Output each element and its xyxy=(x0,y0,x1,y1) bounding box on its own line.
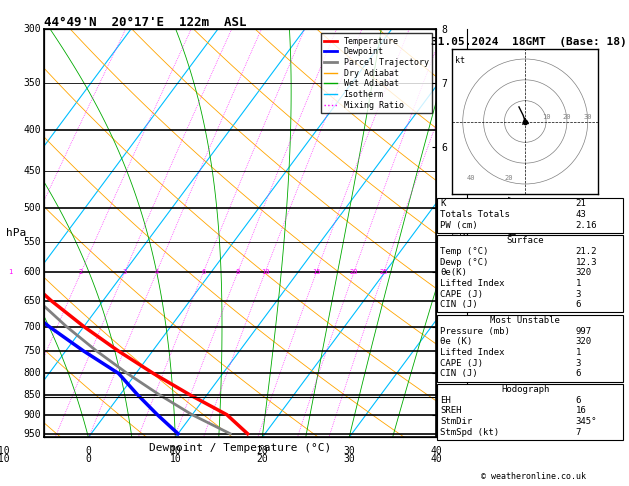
Text: 20: 20 xyxy=(257,446,268,455)
Text: Temp (°C): Temp (°C) xyxy=(440,247,489,256)
Text: 1: 1 xyxy=(8,269,13,276)
Text: 550: 550 xyxy=(24,237,42,247)
Text: 2: 2 xyxy=(79,269,83,276)
Text: kt: kt xyxy=(455,56,465,65)
Text: 450: 450 xyxy=(24,167,42,176)
Text: 8: 8 xyxy=(235,269,240,276)
Text: -10: -10 xyxy=(0,454,10,464)
Text: 320: 320 xyxy=(576,337,592,347)
Text: 3: 3 xyxy=(576,359,581,368)
Text: CAPE (J): CAPE (J) xyxy=(440,359,483,368)
Text: 850: 850 xyxy=(24,390,42,399)
Text: CIN (J): CIN (J) xyxy=(440,369,478,379)
Text: 1: 1 xyxy=(576,348,581,357)
Text: CIN (J): CIN (J) xyxy=(440,300,478,310)
Text: Totals Totals: Totals Totals xyxy=(440,210,510,219)
Text: 20: 20 xyxy=(504,175,513,181)
Text: 10: 10 xyxy=(261,269,269,276)
Text: 30: 30 xyxy=(584,114,592,121)
Text: 300: 300 xyxy=(24,24,42,34)
Text: 25: 25 xyxy=(379,269,388,276)
X-axis label: Dewpoint / Temperature (°C): Dewpoint / Temperature (°C) xyxy=(149,443,331,453)
Text: 320: 320 xyxy=(576,268,592,278)
Text: 15: 15 xyxy=(312,269,321,276)
Text: 10: 10 xyxy=(542,114,550,121)
Legend: Temperature, Dewpoint, Parcel Trajectory, Dry Adiabat, Wet Adiabat, Isotherm, Mi: Temperature, Dewpoint, Parcel Trajectory… xyxy=(321,34,432,113)
Text: 6: 6 xyxy=(576,396,581,405)
Text: 10: 10 xyxy=(169,454,181,464)
Text: PW (cm): PW (cm) xyxy=(440,221,478,230)
Text: Pressure (mb): Pressure (mb) xyxy=(440,327,510,336)
Text: 3: 3 xyxy=(123,269,126,276)
Text: SREH: SREH xyxy=(440,406,462,416)
Text: 30: 30 xyxy=(343,446,355,455)
Text: 0: 0 xyxy=(86,446,91,455)
Text: 350: 350 xyxy=(24,78,42,88)
Text: -10: -10 xyxy=(0,446,10,455)
Text: 500: 500 xyxy=(24,204,42,213)
Text: 900: 900 xyxy=(24,410,42,420)
Text: 31.05.2024  18GMT  (Base: 18): 31.05.2024 18GMT (Base: 18) xyxy=(431,37,627,47)
Text: 40: 40 xyxy=(430,454,442,464)
Text: 750: 750 xyxy=(24,346,42,356)
Text: 650: 650 xyxy=(24,295,42,306)
Text: θe(K): θe(K) xyxy=(440,268,467,278)
Text: 7: 7 xyxy=(576,428,581,437)
Text: 1: 1 xyxy=(576,279,581,288)
Text: 44°49'N  20°17'E  122m  ASL: 44°49'N 20°17'E 122m ASL xyxy=(44,16,247,29)
Text: 0: 0 xyxy=(86,454,91,464)
Text: 4: 4 xyxy=(154,269,159,276)
Text: © weatheronline.co.uk: © weatheronline.co.uk xyxy=(481,472,586,481)
Text: LCL: LCL xyxy=(440,392,455,401)
Text: Hodograph: Hodograph xyxy=(501,385,549,394)
Text: 6: 6 xyxy=(576,369,581,379)
Text: 950: 950 xyxy=(24,429,42,439)
Text: 600: 600 xyxy=(24,267,42,278)
Text: 20: 20 xyxy=(350,269,358,276)
Text: 3: 3 xyxy=(576,290,581,299)
Text: 20: 20 xyxy=(562,114,571,121)
Text: 21.2: 21.2 xyxy=(576,247,597,256)
Text: 40: 40 xyxy=(467,175,476,181)
Text: 800: 800 xyxy=(24,368,42,379)
Text: 16: 16 xyxy=(576,406,586,416)
Text: CAPE (J): CAPE (J) xyxy=(440,290,483,299)
Text: 2.16: 2.16 xyxy=(576,221,597,230)
Text: 10: 10 xyxy=(169,446,181,455)
Text: 6: 6 xyxy=(201,269,206,276)
Text: Lifted Index: Lifted Index xyxy=(440,279,505,288)
Text: hPa: hPa xyxy=(6,228,26,238)
Text: 43: 43 xyxy=(576,210,586,219)
Text: θe (K): θe (K) xyxy=(440,337,472,347)
Text: 12.3: 12.3 xyxy=(576,258,597,267)
Text: Surface: Surface xyxy=(506,236,544,245)
Text: 30: 30 xyxy=(343,454,355,464)
Text: 20: 20 xyxy=(257,454,268,464)
Text: 21: 21 xyxy=(576,199,586,208)
Text: 997: 997 xyxy=(576,327,592,336)
Text: Dewp (°C): Dewp (°C) xyxy=(440,258,489,267)
Text: K: K xyxy=(440,199,446,208)
Text: 6: 6 xyxy=(576,300,581,310)
Text: Lifted Index: Lifted Index xyxy=(440,348,505,357)
Text: StmDir: StmDir xyxy=(440,417,472,426)
Text: StmSpd (kt): StmSpd (kt) xyxy=(440,428,499,437)
Text: 700: 700 xyxy=(24,322,42,331)
Text: EH: EH xyxy=(440,396,451,405)
Y-axis label: km
ASL: km ASL xyxy=(450,225,471,242)
Text: 345°: 345° xyxy=(576,417,597,426)
Text: 40: 40 xyxy=(430,446,442,455)
Text: 400: 400 xyxy=(24,125,42,135)
Y-axis label: Mixing Ratio (g/kg): Mixing Ratio (g/kg) xyxy=(509,177,519,289)
Text: Most Unstable: Most Unstable xyxy=(490,316,560,325)
